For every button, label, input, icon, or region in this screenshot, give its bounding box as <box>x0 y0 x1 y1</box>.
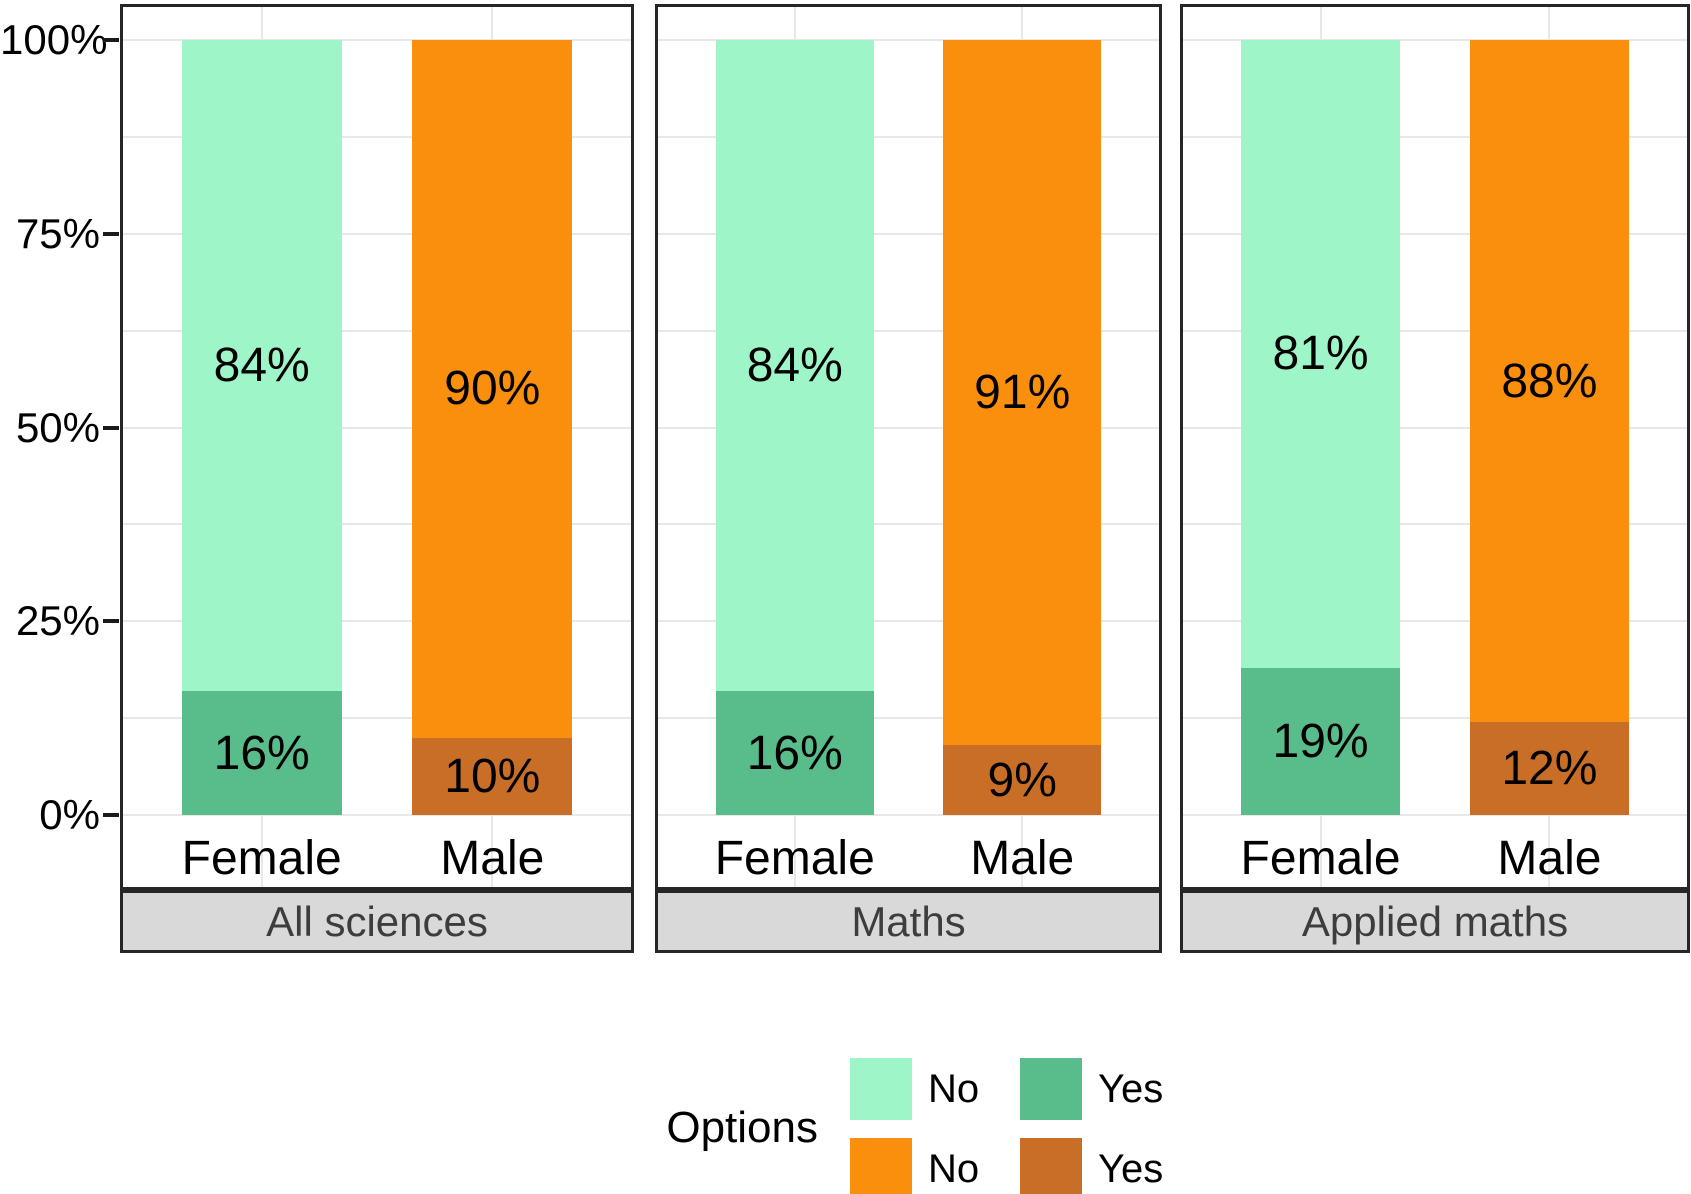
segment-yes: 10% <box>412 737 573 815</box>
gridline <box>123 232 631 235</box>
gridline <box>1183 814 1687 816</box>
bar-female: 84% 16% <box>181 40 342 815</box>
bar-label: 9% <box>987 753 1057 807</box>
segment-no: 88% <box>1470 40 1629 722</box>
category-label: Female <box>1240 832 1401 885</box>
gridline <box>1183 39 1687 41</box>
bar-label: 19% <box>1272 714 1369 768</box>
bar-female: 81% 19% <box>1241 40 1400 815</box>
category-label: Male <box>970 832 1075 885</box>
segment-no: 90% <box>412 40 573 738</box>
axis-tick-mark <box>103 38 119 42</box>
facet-panel: 81% 19% Female 88% 12% Male <box>1180 4 1690 890</box>
gridline <box>1183 717 1687 720</box>
gridline <box>658 135 1159 138</box>
bar-label: 91% <box>974 366 1071 420</box>
gridline <box>123 426 631 429</box>
facet-panel: 84% 16% Female 91% 9% Male <box>655 4 1162 890</box>
facet-strip: Applied maths <box>1180 890 1690 953</box>
segment-no: 91% <box>943 40 1102 746</box>
y-tick-label: 75% <box>15 209 100 257</box>
legend-label: No <box>928 1146 980 1191</box>
gridline <box>1183 523 1687 526</box>
axis-tick-mark <box>103 231 119 236</box>
legend-swatch <box>1020 1138 1082 1194</box>
facet-panel: 84% 16% Female 90% 10% Male <box>120 4 634 890</box>
legend-label: No <box>928 1066 980 1111</box>
segment-no: 81% <box>1241 40 1400 668</box>
segment-yes: 19% <box>1241 667 1400 815</box>
segment-yes: 12% <box>1470 722 1629 815</box>
bar-label: 10% <box>444 749 541 803</box>
bar-label: 16% <box>213 726 310 780</box>
gridline <box>658 814 1159 816</box>
axis-tick-mark <box>103 425 119 430</box>
gridline <box>123 39 631 41</box>
gridline <box>658 620 1159 623</box>
segment-yes: 9% <box>943 745 1102 815</box>
segment-no: 84% <box>715 40 874 691</box>
gridline <box>123 523 631 526</box>
bar-label: 16% <box>746 726 843 780</box>
facet-strip: All sciences <box>120 890 634 953</box>
segment-yes: 16% <box>715 691 874 815</box>
gridline <box>123 329 631 332</box>
legend-title: Options <box>666 1103 818 1152</box>
axis-tick-mark <box>103 813 119 817</box>
bar-label: 84% <box>213 339 310 392</box>
legend-row: No Yes <box>850 1058 1190 1120</box>
gridline <box>658 329 1159 332</box>
gridline <box>658 523 1159 526</box>
bar-male: 91% 9% <box>943 40 1102 815</box>
legend-swatch <box>850 1138 912 1194</box>
facet-strip: Maths <box>655 890 1162 953</box>
gridline <box>658 39 1159 41</box>
gridline <box>1183 232 1687 235</box>
bar-male: 88% 12% <box>1470 40 1629 815</box>
bar-label: 81% <box>1272 327 1369 381</box>
segment-yes: 16% <box>181 691 342 815</box>
legend-swatch <box>1020 1058 1082 1120</box>
gridline <box>658 426 1159 429</box>
segment-no: 84% <box>181 40 342 691</box>
y-tick-label: 50% <box>15 403 100 451</box>
bar-female: 84% 16% <box>715 40 874 815</box>
bar-male: 90% 10% <box>412 40 573 815</box>
bar-label: 90% <box>444 362 541 416</box>
category-label: Male <box>1497 832 1602 885</box>
gridline <box>658 717 1159 720</box>
bar-label: 84% <box>746 339 843 392</box>
y-tick-label: 25% <box>15 597 100 645</box>
category-label: Female <box>714 832 875 885</box>
category-label: Male <box>440 832 545 885</box>
legend-row: No Yes <box>850 1138 1190 1194</box>
category-label: Female <box>181 832 342 885</box>
gridline <box>1183 620 1687 623</box>
gridline <box>1183 426 1687 429</box>
gridline <box>1183 329 1687 332</box>
bar-label: 88% <box>1501 354 1598 408</box>
gridline <box>658 232 1159 235</box>
axis-tick-mark <box>103 619 119 624</box>
gridline <box>1183 135 1687 138</box>
legend-swatch <box>850 1058 912 1120</box>
legend-label: Yes <box>1098 1066 1164 1111</box>
gridline <box>123 620 631 623</box>
bar-label: 12% <box>1501 742 1598 795</box>
y-tick-label: 0% <box>39 791 100 838</box>
y-tick-label: 100% <box>0 16 108 63</box>
gridline <box>123 814 631 816</box>
legend-label: Yes <box>1098 1146 1164 1191</box>
gridline <box>123 717 631 720</box>
gridline <box>123 135 631 138</box>
